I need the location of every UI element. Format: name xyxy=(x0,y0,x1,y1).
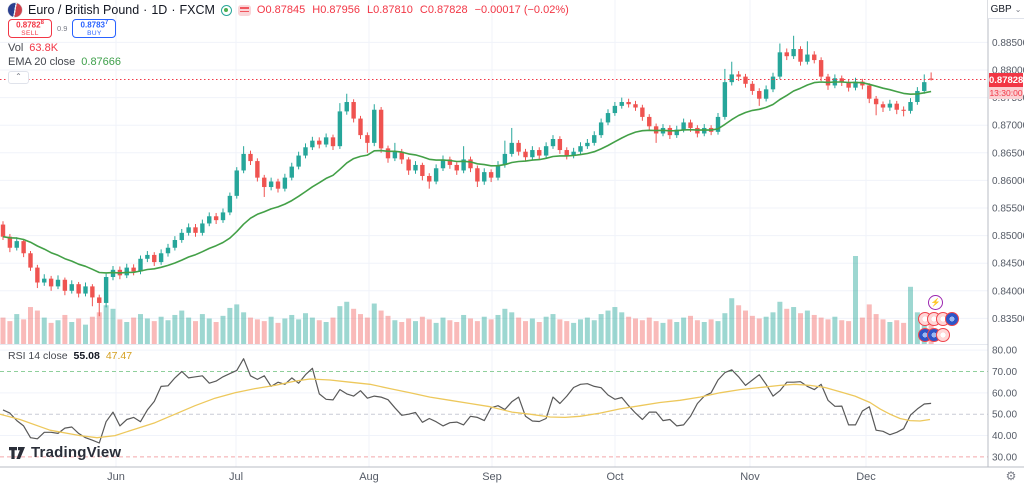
volume-bars[interactable] xyxy=(0,256,934,344)
buy-label: BUY xyxy=(87,29,102,37)
close-value: 0.87828 xyxy=(427,4,468,16)
high-value: 0.87956 xyxy=(320,4,360,16)
svg-text:Aug: Aug xyxy=(359,471,379,483)
interval-label: 1D xyxy=(151,3,168,17)
market-status-icon[interactable] xyxy=(220,4,232,16)
rsi-ma-value: 47.47 xyxy=(105,350,133,362)
open-value: 0.87845 xyxy=(265,4,306,16)
svg-text:70.00: 70.00 xyxy=(992,367,1017,378)
symbol-pair-icon xyxy=(8,3,22,17)
rsi-label: RSI 14 close xyxy=(8,350,68,362)
volume-legend[interactable]: Vol 63.8K xyxy=(8,42,58,54)
symbol-name: Euro / British Pound xyxy=(28,3,140,17)
data-mode-icon[interactable] xyxy=(237,4,251,16)
tradingview-logo-icon xyxy=(9,446,25,459)
symbol-legend[interactable]: Euro / British Pound · 1D · FXCM O0.8784… xyxy=(8,3,569,17)
svg-text:30.00: 30.00 xyxy=(992,452,1017,463)
ema-label: EMA 20 close xyxy=(8,56,76,68)
quick-actions: ⚡ xyxy=(918,295,960,342)
watermark-text: TradingView xyxy=(31,444,122,461)
ohlc-readout: O0.87845 H0.87956 L0.87810 C0.87828 −0.0… xyxy=(256,4,569,16)
svg-text:Nov: Nov xyxy=(740,471,760,483)
reaction-coins-row-2[interactable] xyxy=(918,328,960,342)
axis-borders xyxy=(0,0,1024,468)
svg-text:Jul: Jul xyxy=(229,471,243,483)
svg-text:80.00: 80.00 xyxy=(992,346,1017,357)
chevron-down-icon: ⌄ xyxy=(1014,4,1022,14)
svg-text:Sep: Sep xyxy=(482,471,502,483)
volume-label: Vol xyxy=(8,42,24,54)
bar-countdown: 13:30:00 xyxy=(989,87,1023,99)
gear-icon[interactable]: ⚙ xyxy=(1005,469,1017,483)
rsi-legend[interactable]: RSI 14 close 55.08 47.47 xyxy=(8,350,132,362)
lightning-icon[interactable]: ⚡ xyxy=(928,295,943,310)
rsi-band-lines xyxy=(0,371,988,458)
ema-value: 0.87666 xyxy=(81,56,122,68)
title-separator: · xyxy=(171,3,176,17)
exchange-label: FXCM xyxy=(179,3,215,17)
rsi-line xyxy=(2,358,932,444)
spread-value: 0.9 xyxy=(57,24,68,33)
collapse-legend-button[interactable]: ⌃ xyxy=(8,71,29,84)
last-price-badge: 0.87828 13:30:00 xyxy=(989,73,1023,99)
buy-button[interactable]: 0.87837 BUY xyxy=(72,19,117,38)
title-separator: · xyxy=(143,3,148,17)
rsi-value: 55.08 xyxy=(73,350,100,362)
rsi-axis[interactable]: 80.00 70.00 60.00 50.00 40.00 30.00 xyxy=(992,346,1017,464)
symbol-title: Euro / British Pound · 1D · FXCM xyxy=(28,3,215,17)
svg-text:Oct: Oct xyxy=(606,471,623,483)
svg-text:Dec: Dec xyxy=(856,471,876,483)
currency-dropdown[interactable]: GBP ⌄ xyxy=(988,0,1024,19)
svg-text:Jun: Jun xyxy=(107,471,125,483)
volume-value: 63.8K xyxy=(29,42,59,54)
rsi-ma-line xyxy=(0,378,931,439)
low-value: 0.87810 xyxy=(373,4,413,16)
time-axis[interactable]: Jun Jul Aug Sep Oct Nov Dec xyxy=(107,471,876,483)
gridlines xyxy=(0,0,988,467)
svg-text:40.00: 40.00 xyxy=(992,431,1017,442)
currency-label: GBP xyxy=(990,3,1012,15)
sell-button[interactable]: 0.87828 SELL xyxy=(8,19,52,38)
svg-text:0.83500: 0.83500 xyxy=(992,314,1024,325)
trade-buttons: 0.87828 SELL 0.9 0.87837 BUY xyxy=(8,19,117,38)
reaction-coins-row-1[interactable] xyxy=(918,312,960,326)
last-price-value: 0.87828 xyxy=(989,73,1024,87)
candles[interactable] xyxy=(0,35,934,317)
tradingview-watermark[interactable]: TradingView xyxy=(8,444,121,461)
ema-line xyxy=(2,81,932,274)
change-value: −0.00017 (−0.02%) xyxy=(474,4,569,16)
sell-label: SELL xyxy=(21,29,39,37)
svg-text:50.00: 50.00 xyxy=(992,410,1017,421)
svg-text:60.00: 60.00 xyxy=(992,388,1017,399)
ema-legend[interactable]: EMA 20 close 0.87666 xyxy=(8,56,121,68)
